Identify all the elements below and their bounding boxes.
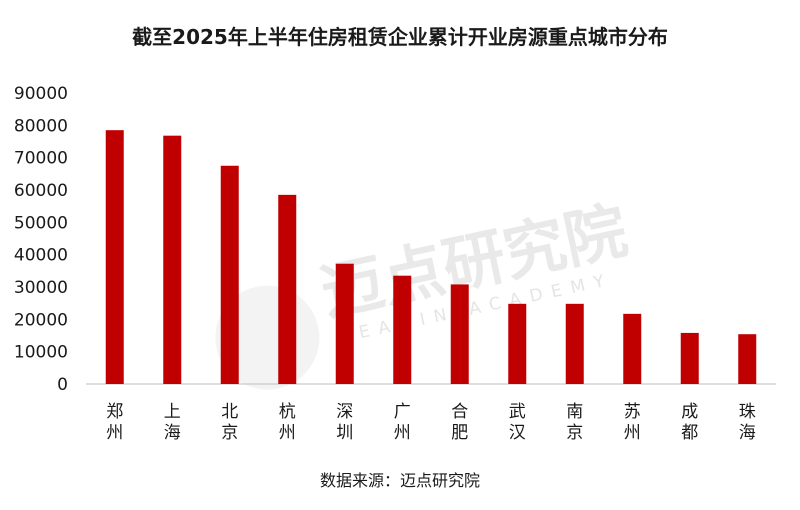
chart-title: 截至2025年上半年住房租赁企业累计开业房源重点城市分布 bbox=[132, 25, 668, 49]
bars bbox=[105, 130, 757, 384]
x-tick-label: 杭州 bbox=[279, 402, 296, 443]
bar-9 bbox=[623, 313, 642, 384]
x-tick-label: 深圳 bbox=[336, 402, 353, 443]
bar-7 bbox=[508, 303, 527, 384]
bar-8 bbox=[565, 303, 584, 384]
y-tick-label: 40000 bbox=[14, 246, 68, 266]
bar-11 bbox=[738, 334, 757, 384]
bar-3 bbox=[278, 194, 297, 384]
y-tick-label: 50000 bbox=[14, 213, 68, 233]
x-tick-label: 成都 bbox=[681, 402, 698, 443]
y-tick-label: 60000 bbox=[14, 181, 68, 201]
x-tick-label: 广州 bbox=[394, 402, 411, 443]
bar-0 bbox=[105, 130, 124, 384]
x-tick-label: 珠海 bbox=[739, 402, 756, 443]
y-tick-label: 20000 bbox=[14, 310, 68, 330]
x-tick-label: 合肥 bbox=[451, 402, 468, 443]
bar-4 bbox=[335, 263, 354, 384]
x-tick-label: 南京 bbox=[566, 402, 583, 443]
y-tick-label: 70000 bbox=[14, 149, 68, 169]
bar-6 bbox=[450, 284, 469, 384]
x-tick-label: 苏州 bbox=[624, 402, 641, 443]
y-axis: 0 10000 20000 30000 40000 50000 60000 70000 8000… bbox=[14, 84, 68, 395]
y-tick-label: 30000 bbox=[14, 278, 68, 298]
source-note: 数据来源：迈点研究院 bbox=[320, 471, 480, 490]
bar-1 bbox=[163, 135, 182, 384]
bar-10 bbox=[680, 332, 699, 384]
bar-5 bbox=[393, 275, 412, 384]
x-tick-label: 北京 bbox=[221, 402, 238, 443]
y-tick-label: 0 bbox=[57, 375, 68, 395]
y-tick-label: 80000 bbox=[14, 116, 68, 136]
x-tick-label: 上海 bbox=[164, 402, 181, 443]
y-tick-label: 90000 bbox=[14, 84, 68, 104]
x-tick-label: 武汉 bbox=[509, 402, 526, 443]
x-tick-label: 郑州 bbox=[106, 402, 123, 443]
bar-2 bbox=[220, 165, 239, 384]
y-tick-label: 10000 bbox=[14, 343, 68, 363]
